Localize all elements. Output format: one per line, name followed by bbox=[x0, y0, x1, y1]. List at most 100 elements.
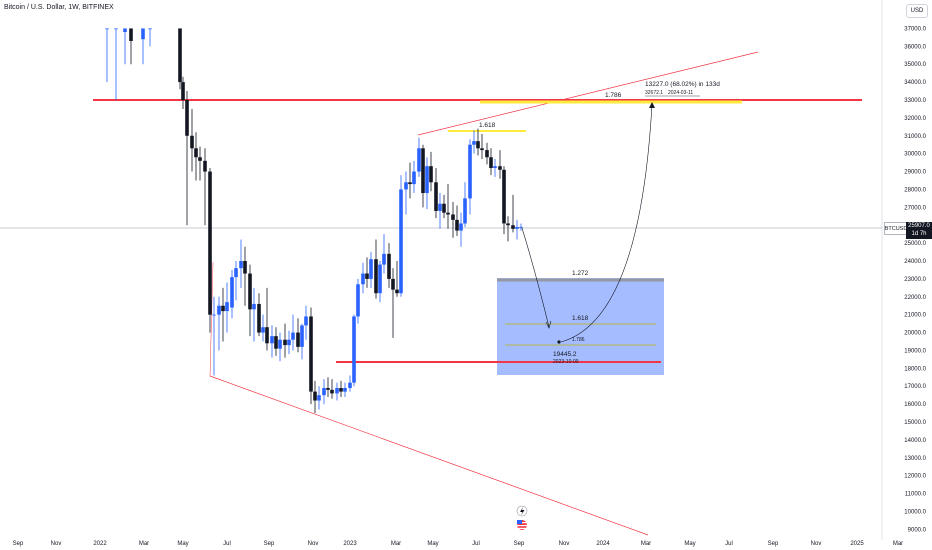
candle-up[interactable] bbox=[348, 382, 352, 389]
candle-down[interactable] bbox=[434, 182, 438, 211]
target-zone-box[interactable] bbox=[497, 278, 664, 375]
candle-down[interactable] bbox=[502, 169, 506, 224]
candle-down[interactable] bbox=[203, 160, 207, 172]
candle-down[interactable] bbox=[243, 261, 247, 274]
candle-up[interactable] bbox=[425, 166, 429, 194]
candle-down[interactable] bbox=[208, 171, 212, 315]
candle-down[interactable] bbox=[442, 203, 446, 213]
candle-up[interactable] bbox=[261, 327, 265, 333]
currency-button[interactable]: USD bbox=[906, 4, 928, 18]
candle-down[interactable] bbox=[506, 223, 510, 226]
us-flag-event-icon[interactable] bbox=[517, 520, 527, 530]
candle-down[interactable] bbox=[190, 135, 194, 149]
candle-up[interactable] bbox=[361, 273, 365, 285]
candle-down[interactable] bbox=[313, 391, 317, 401]
lightning-event-icon[interactable] bbox=[516, 505, 528, 517]
candle-down[interactable] bbox=[296, 332, 300, 347]
candle-up[interactable] bbox=[378, 264, 382, 294]
candle-down[interactable] bbox=[181, 82, 185, 100]
candle-down[interactable] bbox=[511, 225, 515, 229]
projection-rise-path[interactable] bbox=[560, 103, 653, 343]
candle-up[interactable] bbox=[317, 395, 321, 401]
candle-up[interactable] bbox=[382, 253, 386, 265]
candle-down[interactable] bbox=[274, 336, 278, 349]
candle-up[interactable] bbox=[412, 171, 416, 185]
candle-down[interactable] bbox=[429, 166, 433, 183]
channel-upper-line[interactable] bbox=[417, 51, 759, 136]
candle-up[interactable] bbox=[212, 314, 216, 316]
candle-down[interactable] bbox=[451, 214, 455, 220]
candle-down[interactable] bbox=[365, 273, 369, 279]
candle-up[interactable] bbox=[322, 388, 326, 396]
candle-up[interactable] bbox=[278, 339, 282, 349]
candle-up[interactable] bbox=[369, 259, 373, 279]
candle-up[interactable] bbox=[270, 336, 274, 344]
candle-down[interactable] bbox=[391, 278, 395, 290]
candle-up[interactable] bbox=[105, 28, 109, 30]
candle-down[interactable] bbox=[480, 148, 484, 151]
candle-down[interactable] bbox=[374, 259, 378, 294]
candle-up[interactable] bbox=[515, 227, 519, 229]
candle-up[interactable] bbox=[343, 388, 347, 392]
candle-up[interactable] bbox=[217, 305, 221, 315]
candle-down[interactable] bbox=[248, 273, 252, 310]
candle-down[interactable] bbox=[446, 212, 450, 215]
candle-up[interactable] bbox=[225, 302, 229, 312]
candle-down[interactable] bbox=[326, 388, 330, 390]
candle-down[interactable] bbox=[387, 253, 391, 279]
price-tick-label: 34000.0 bbox=[904, 80, 926, 86]
channel-lower-line[interactable] bbox=[209, 375, 649, 536]
candle-down[interactable] bbox=[129, 28, 133, 41]
candles-series[interactable] bbox=[105, 28, 523, 414]
candle-down[interactable] bbox=[408, 182, 412, 185]
projection-drop-path[interactable] bbox=[521, 227, 550, 328]
candle-up[interactable] bbox=[463, 198, 467, 224]
candle-down[interactable] bbox=[330, 389, 334, 394]
candle-up[interactable] bbox=[239, 261, 243, 269]
price-axis[interactable]: 37000.0 36000.0 35000.0 34000.0 33000.0 32000… bbox=[904, 26, 926, 533]
candle-up[interactable] bbox=[399, 189, 403, 294]
candle-down[interactable] bbox=[339, 388, 343, 392]
candle-up[interactable] bbox=[252, 303, 256, 310]
candle-up[interactable] bbox=[114, 28, 118, 30]
candle-up[interactable] bbox=[417, 148, 421, 172]
candle-down[interactable] bbox=[309, 316, 313, 392]
candle-up[interactable] bbox=[404, 182, 408, 190]
last-price-badge: 25907.0 1d 7h bbox=[906, 222, 932, 239]
candle-down[interactable] bbox=[476, 141, 480, 149]
candle-up[interactable] bbox=[300, 325, 304, 347]
candle-down[interactable] bbox=[283, 339, 287, 346]
candle-up[interactable] bbox=[335, 388, 339, 394]
candle-up[interactable] bbox=[234, 268, 238, 278]
candle-down[interactable] bbox=[221, 305, 225, 312]
candle-up[interactable] bbox=[291, 332, 295, 340]
candle-up[interactable] bbox=[230, 277, 234, 308]
candle-up[interactable] bbox=[472, 141, 476, 145]
candle-up[interactable] bbox=[519, 226, 523, 228]
candle-down[interactable] bbox=[194, 148, 198, 158]
candle-down[interactable] bbox=[265, 327, 269, 344]
candle-up[interactable] bbox=[141, 28, 145, 40]
candle-down[interactable] bbox=[257, 303, 261, 333]
candle-down[interactable] bbox=[395, 289, 399, 294]
time-axis[interactable]: Sep Nov 2022 Mar May Jul Sep Nov 2023 Mar May Jul Se… bbox=[13, 541, 904, 547]
candle-down[interactable] bbox=[485, 150, 489, 158]
candle-down[interactable] bbox=[178, 28, 182, 83]
candle-down[interactable] bbox=[498, 166, 502, 170]
candle-up[interactable] bbox=[304, 316, 308, 326]
candle-up[interactable] bbox=[287, 339, 291, 346]
candle-up[interactable] bbox=[459, 223, 463, 231]
candle-up[interactable] bbox=[493, 166, 497, 168]
candle-up[interactable] bbox=[356, 284, 360, 317]
candle-down[interactable] bbox=[198, 157, 202, 161]
candle-up[interactable] bbox=[352, 316, 356, 383]
candle-down[interactable] bbox=[455, 219, 459, 231]
candle-down[interactable] bbox=[185, 100, 189, 136]
candle-up[interactable] bbox=[148, 28, 152, 30]
candle-down[interactable] bbox=[489, 157, 493, 168]
candle-up[interactable] bbox=[468, 144, 472, 199]
candle-up[interactable] bbox=[123, 28, 127, 33]
candle-up[interactable] bbox=[438, 203, 442, 211]
candle-down[interactable] bbox=[421, 148, 425, 194]
